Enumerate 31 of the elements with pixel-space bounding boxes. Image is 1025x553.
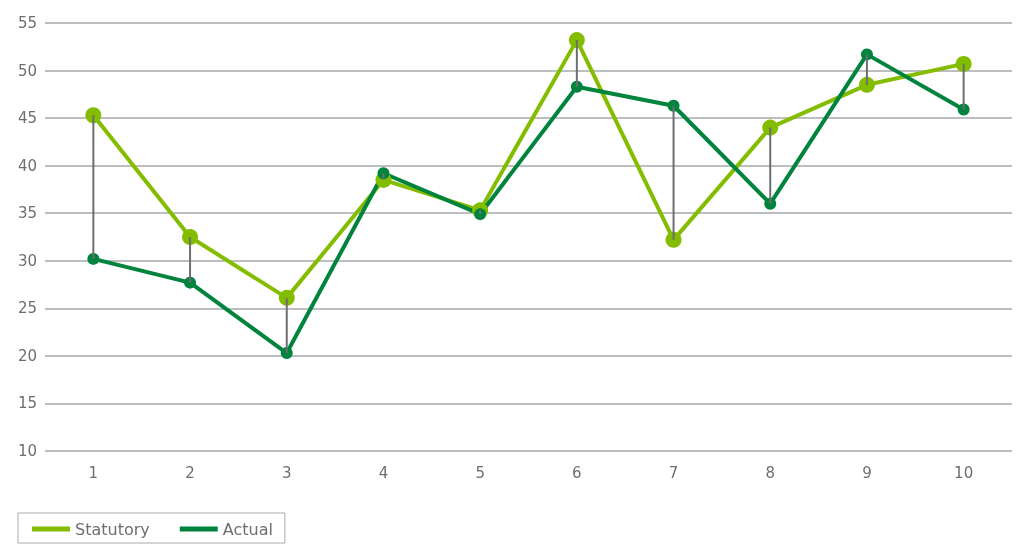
y-tick-label: 35 (17, 204, 37, 223)
x-tick-label: 8 (765, 463, 776, 482)
point (85, 107, 102, 124)
x-tick-label: 9 (862, 463, 872, 482)
legend-label: Actual (222, 519, 273, 539)
legend-label: Statutory (75, 519, 150, 539)
x-tick-label: 5 (475, 463, 485, 482)
y-tick-label: 15 (17, 394, 37, 413)
point (762, 119, 779, 136)
y-tick-label: 45 (17, 109, 37, 128)
y-tick-label: 10 (17, 442, 37, 460)
point (278, 289, 295, 306)
point (182, 229, 199, 245)
x-tick-label: 10 (954, 463, 974, 482)
point (568, 32, 585, 49)
y-tick-label: 25 (17, 299, 37, 318)
x-tick-label: 7 (668, 463, 679, 482)
point (665, 231, 682, 248)
x-tick-label: 6 (572, 463, 582, 482)
point (858, 76, 875, 93)
x-tick-label: 1 (88, 463, 99, 482)
x-tick-label: 3 (281, 463, 292, 482)
y-tick-label: 55 (17, 14, 37, 32)
x-tick-label: 4 (378, 463, 389, 482)
y-tick-label: 20 (17, 346, 37, 365)
y-tick-label: 30 (17, 251, 37, 270)
point (474, 208, 487, 221)
point (955, 55, 972, 72)
x-tick-label: 2 (185, 463, 195, 482)
y-tick-label: 40 (17, 156, 37, 175)
y-tick-label: 50 (17, 61, 37, 80)
